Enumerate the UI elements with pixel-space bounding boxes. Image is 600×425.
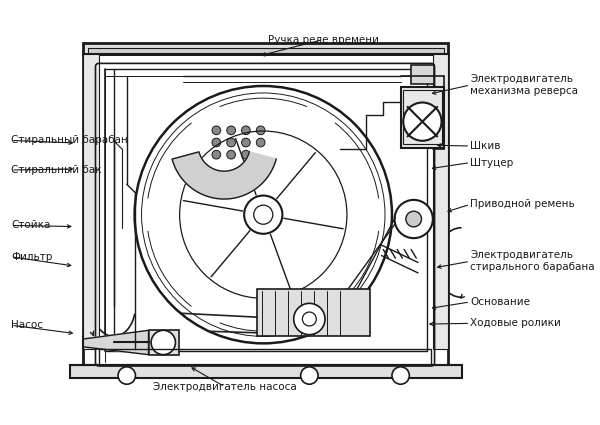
Text: Электродвигатель
стирального барабана: Электродвигатель стирального барабана — [470, 250, 595, 272]
Bar — [401, 87, 444, 148]
Text: Электродвигатель
механизма реверса: Электродвигатель механизма реверса — [470, 74, 578, 96]
Bar — [83, 54, 99, 349]
Text: Основание: Основание — [470, 297, 530, 307]
Circle shape — [256, 126, 265, 135]
Text: Насос: Насос — [11, 320, 43, 330]
Circle shape — [301, 367, 318, 384]
Bar — [411, 65, 434, 84]
Circle shape — [392, 367, 409, 384]
Circle shape — [227, 150, 235, 159]
Circle shape — [212, 138, 221, 147]
Text: Штуцер: Штуцер — [470, 158, 514, 167]
Circle shape — [294, 303, 325, 334]
Bar — [433, 54, 448, 349]
Polygon shape — [83, 330, 149, 354]
Bar — [83, 54, 448, 367]
Text: Ходовые ролики: Ходовые ролики — [470, 318, 561, 329]
Circle shape — [151, 330, 175, 354]
Circle shape — [403, 102, 442, 141]
Polygon shape — [172, 152, 276, 199]
Circle shape — [256, 138, 265, 147]
Text: Электродвигатель насоса: Электродвигатель насоса — [153, 382, 297, 392]
Circle shape — [242, 138, 250, 147]
Text: Ручка реле времени: Ручка реле времени — [268, 34, 379, 45]
Bar — [257, 289, 370, 337]
Bar — [70, 365, 461, 378]
Text: Стойка: Стойка — [11, 221, 50, 230]
Bar — [88, 48, 444, 53]
Bar — [83, 43, 448, 54]
Circle shape — [227, 126, 235, 135]
Circle shape — [212, 150, 221, 159]
Bar — [149, 330, 179, 354]
Text: Приводной ремень: Приводной ремень — [470, 199, 575, 210]
Circle shape — [406, 211, 422, 227]
Circle shape — [212, 126, 221, 135]
Circle shape — [395, 200, 433, 238]
Text: Фильтр: Фильтр — [11, 252, 53, 262]
Bar — [99, 349, 431, 365]
Text: Стиральный барабан: Стиральный барабан — [11, 136, 128, 145]
Circle shape — [242, 150, 250, 159]
Text: Стиральный бак: Стиральный бак — [11, 165, 101, 175]
Text: Шкив: Шкив — [470, 141, 501, 151]
Bar — [403, 91, 442, 144]
Circle shape — [227, 138, 235, 147]
Circle shape — [242, 126, 250, 135]
Circle shape — [118, 367, 136, 384]
